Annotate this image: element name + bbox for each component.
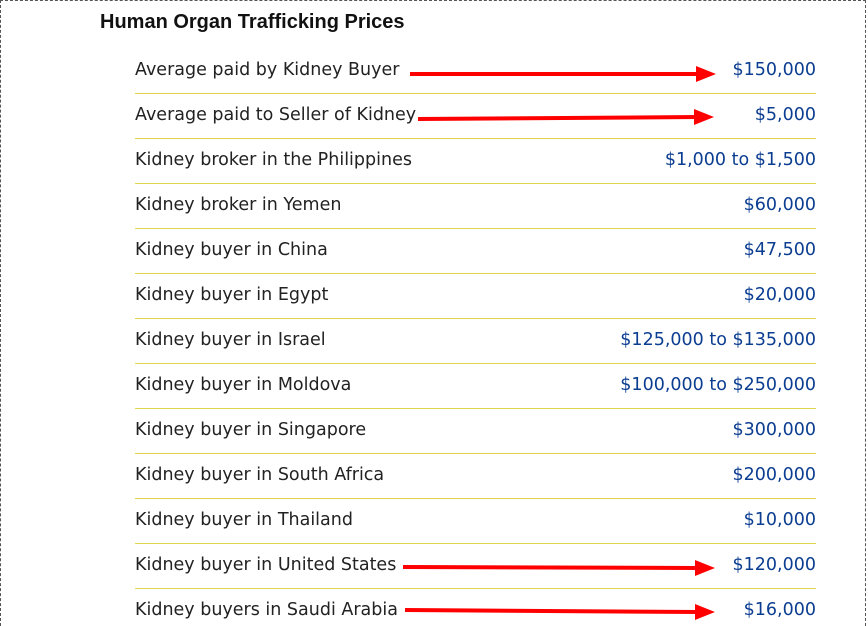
table-row: Average paid to Seller of Kidney $5,000 <box>135 94 816 139</box>
row-value: $5,000 <box>754 105 816 125</box>
table-row: Kidney broker in Yemen $60,000 <box>135 184 816 229</box>
row-value: $16,000 <box>743 600 816 620</box>
red-arrow-icon <box>403 560 715 576</box>
row-label: Kidney buyer in Egypt <box>135 285 329 305</box>
row-value: $300,000 <box>732 420 816 440</box>
red-arrow-icon <box>410 66 716 82</box>
row-label: Average paid by Kidney Buyer <box>135 60 400 80</box>
row-label: Kidney buyers in Saudi Arabia <box>135 600 398 620</box>
row-label: Kidney buyer in United States <box>135 555 397 575</box>
row-value: $10,000 <box>743 510 816 530</box>
table-row: Kidney buyer in China $47,500 <box>135 229 816 274</box>
row-value: $60,000 <box>743 195 816 215</box>
table-row: Kidney buyer in Moldova $100,000 to $250… <box>135 364 816 409</box>
table-row: Kidney buyer in Israel $125,000 to $135,… <box>135 319 816 364</box>
table-row: Kidney buyers in Saudi Arabia $16,000 <box>135 589 816 626</box>
row-value: $47,500 <box>743 240 816 260</box>
row-label: Kidney broker in Yemen <box>135 195 342 215</box>
table-row: Average paid by Kidney Buyer $150,000 <box>135 49 816 94</box>
row-label: Kidney buyer in Moldova <box>135 375 352 395</box>
table-row: Kidney buyer in South Africa $200,000 <box>135 454 816 499</box>
row-value: $20,000 <box>743 285 816 305</box>
row-value: $120,000 <box>732 555 816 575</box>
row-value: $125,000 to $135,000 <box>620 330 816 350</box>
table-row: Kidney buyer in Egypt $20,000 <box>135 274 816 319</box>
row-value: $1,000 to $1,500 <box>664 150 816 170</box>
row-label: Average paid to Seller of Kidney <box>135 105 417 125</box>
red-arrow-icon <box>418 109 714 125</box>
row-label: Kidney buyer in China <box>135 240 328 260</box>
table-row: Kidney buyer in Singapore $300,000 <box>135 409 816 454</box>
price-table: Average paid by Kidney Buyer $150,000 Av… <box>135 49 816 626</box>
table-row: Kidney buyer in United States $120,000 <box>135 544 816 589</box>
row-label: Kidney broker in the Philippines <box>135 150 412 170</box>
row-value: $200,000 <box>732 465 816 485</box>
row-label: Kidney buyer in Israel <box>135 330 326 350</box>
row-value: $150,000 <box>732 60 816 80</box>
page-title: Human Organ Trafficking Prices <box>100 11 405 33</box>
row-label: Kidney buyer in Singapore <box>135 420 367 440</box>
row-label: Kidney buyer in Thailand <box>135 510 353 530</box>
table-row: Kidney broker in the Philippines $1,000 … <box>135 139 816 184</box>
red-arrow-icon <box>405 604 715 620</box>
row-value: $100,000 to $250,000 <box>620 375 816 395</box>
row-label: Kidney buyer in South Africa <box>135 465 385 485</box>
table-row: Kidney buyer in Thailand $10,000 <box>135 499 816 544</box>
